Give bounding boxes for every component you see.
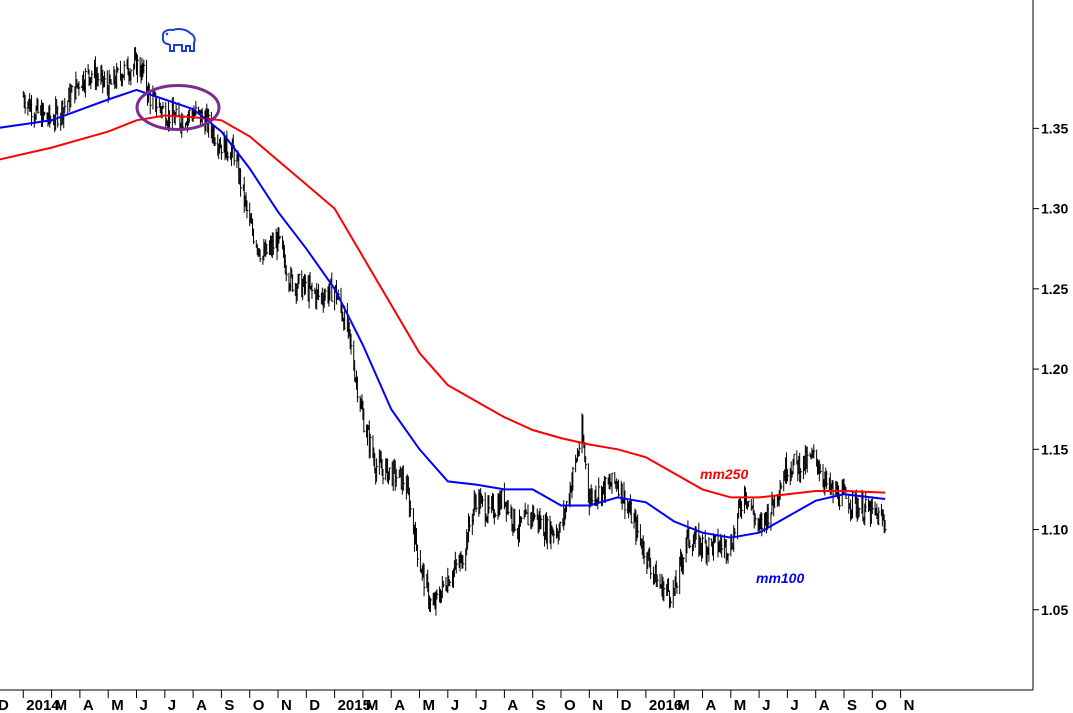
x-tick-label: A [196, 697, 207, 713]
x-tick-label: A [394, 697, 405, 713]
plot-area: mm250 mm100 [0, 28, 887, 616]
x-tick-label: S [536, 697, 546, 713]
x-tick-label: M [423, 697, 436, 713]
x-tick-label: J [479, 697, 487, 713]
x-tick-label: J [790, 697, 798, 713]
x-tick-label: O [253, 697, 265, 713]
x-tick-label: S [847, 697, 857, 713]
y-tick-label: 1.05 [1041, 602, 1068, 618]
series-label-mm250: mm250 [700, 466, 748, 482]
series-label-mm100: mm100 [756, 570, 804, 586]
y-tick-label: 1.35 [1041, 120, 1068, 136]
x-tick-label: O [875, 697, 887, 713]
y-tick-label: 1.25 [1041, 281, 1068, 297]
x-tick-label: M [734, 697, 747, 713]
x-tick-label: M [55, 697, 68, 713]
x-tick-label: J [451, 697, 459, 713]
x-tick-label: 2014 [26, 697, 60, 713]
x-tick-label: A [819, 697, 830, 713]
y-tick-label: 1.30 [1041, 201, 1068, 217]
x-tick-label: 2016 [649, 697, 682, 713]
highlight-ellipse [135, 84, 221, 132]
x-tick-label: D [309, 697, 320, 713]
x-tick-label: O [564, 697, 576, 713]
x-tick-label: S [224, 697, 234, 713]
x-tick-label: A [706, 697, 717, 713]
series-line-mm100 [0, 88, 886, 539]
x-tick-label: A [507, 697, 518, 713]
x-tick-label: N [592, 697, 603, 713]
y-tick-label: 1.20 [1041, 361, 1068, 377]
x-tick-label: D [0, 697, 9, 713]
bear-icon [161, 28, 196, 52]
x-tick-label: J [168, 697, 176, 713]
y-axis-ticks: 1.05 1.10 1.15 1.20 1.25 1.30 1.35 [1033, 120, 1068, 618]
x-tick-label: J [140, 697, 148, 713]
x-tick-label: N [904, 697, 915, 713]
series-line-mm250 [0, 114, 886, 499]
price-series [22, 46, 887, 616]
x-tick-label: J [762, 697, 770, 713]
x-tick-label: D [621, 697, 632, 713]
x-tick-label: A [83, 697, 94, 713]
x-tick-label: M [111, 697, 124, 713]
x-tick-label: M [366, 697, 379, 713]
y-tick-label: 1.10 [1041, 522, 1068, 538]
x-tick-label: M [677, 697, 690, 713]
y-tick-label: 1.15 [1041, 441, 1068, 457]
x-tick-label: N [281, 697, 292, 713]
x-tick-label: 2015 [338, 697, 371, 713]
